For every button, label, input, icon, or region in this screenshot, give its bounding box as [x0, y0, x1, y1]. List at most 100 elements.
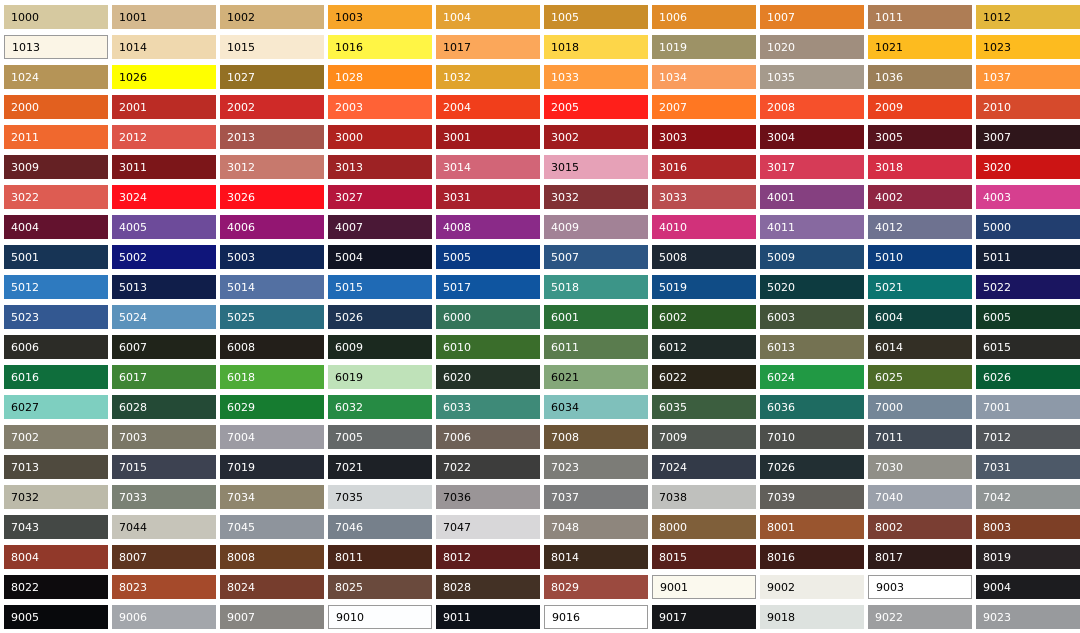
color-swatch-3031[interactable]: 3031: [436, 185, 540, 209]
color-swatch-2000[interactable]: 2000: [4, 95, 108, 119]
color-swatch-1026[interactable]: 1026: [112, 65, 216, 89]
color-swatch-5018[interactable]: 5018: [544, 275, 648, 299]
color-swatch-6000[interactable]: 6000: [436, 305, 540, 329]
color-swatch-8007[interactable]: 8007: [112, 545, 216, 569]
color-swatch-7042[interactable]: 7042: [976, 485, 1080, 509]
color-swatch-3024[interactable]: 3024: [112, 185, 216, 209]
color-swatch-8003[interactable]: 8003: [976, 515, 1080, 539]
color-swatch-6015[interactable]: 6015: [976, 335, 1080, 359]
color-swatch-3016[interactable]: 3016: [652, 155, 756, 179]
color-swatch-4012[interactable]: 4012: [868, 215, 972, 239]
color-swatch-1032[interactable]: 1032: [436, 65, 540, 89]
color-swatch-8019[interactable]: 8019: [976, 545, 1080, 569]
color-swatch-2003[interactable]: 2003: [328, 95, 432, 119]
color-swatch-4004[interactable]: 4004: [4, 215, 108, 239]
color-swatch-6004[interactable]: 6004: [868, 305, 972, 329]
color-swatch-7002[interactable]: 7002: [4, 425, 108, 449]
color-swatch-8023[interactable]: 8023: [112, 575, 216, 599]
color-swatch-7045[interactable]: 7045: [220, 515, 324, 539]
color-swatch-3005[interactable]: 3005: [868, 125, 972, 149]
color-swatch-8029[interactable]: 8029: [544, 575, 648, 599]
color-swatch-1024[interactable]: 1024: [4, 65, 108, 89]
color-swatch-6034[interactable]: 6034: [544, 395, 648, 419]
color-swatch-4007[interactable]: 4007: [328, 215, 432, 239]
color-swatch-5000[interactable]: 5000: [976, 215, 1080, 239]
color-swatch-4009[interactable]: 4009: [544, 215, 648, 239]
color-swatch-5007[interactable]: 5007: [544, 245, 648, 269]
color-swatch-4002[interactable]: 4002: [868, 185, 972, 209]
color-swatch-3004[interactable]: 3004: [760, 125, 864, 149]
color-swatch-2004[interactable]: 2004: [436, 95, 540, 119]
color-swatch-7003[interactable]: 7003: [112, 425, 216, 449]
color-swatch-1011[interactable]: 1011: [868, 5, 972, 29]
color-swatch-6016[interactable]: 6016: [4, 365, 108, 389]
color-swatch-3002[interactable]: 3002: [544, 125, 648, 149]
color-swatch-5012[interactable]: 5012: [4, 275, 108, 299]
color-swatch-8028[interactable]: 8028: [436, 575, 540, 599]
color-swatch-6011[interactable]: 6011: [544, 335, 648, 359]
color-swatch-1007[interactable]: 1007: [760, 5, 864, 29]
color-swatch-8011[interactable]: 8011: [328, 545, 432, 569]
color-swatch-7023[interactable]: 7023: [544, 455, 648, 479]
color-swatch-3018[interactable]: 3018: [868, 155, 972, 179]
color-swatch-6032[interactable]: 6032: [328, 395, 432, 419]
color-swatch-5013[interactable]: 5013: [112, 275, 216, 299]
color-swatch-7047[interactable]: 7047: [436, 515, 540, 539]
color-swatch-1023[interactable]: 1023: [976, 35, 1080, 59]
color-swatch-1016[interactable]: 1016: [328, 35, 432, 59]
color-swatch-3022[interactable]: 3022: [4, 185, 108, 209]
color-swatch-5015[interactable]: 5015: [328, 275, 432, 299]
color-swatch-6024[interactable]: 6024: [760, 365, 864, 389]
color-swatch-6008[interactable]: 6008: [220, 335, 324, 359]
color-swatch-1033[interactable]: 1033: [544, 65, 648, 89]
color-swatch-7031[interactable]: 7031: [976, 455, 1080, 479]
color-swatch-7001[interactable]: 7001: [976, 395, 1080, 419]
color-swatch-8012[interactable]: 8012: [436, 545, 540, 569]
color-swatch-8001[interactable]: 8001: [760, 515, 864, 539]
color-swatch-5021[interactable]: 5021: [868, 275, 972, 299]
color-swatch-5010[interactable]: 5010: [868, 245, 972, 269]
color-swatch-6025[interactable]: 6025: [868, 365, 972, 389]
color-swatch-7000[interactable]: 7000: [868, 395, 972, 419]
color-swatch-3014[interactable]: 3014: [436, 155, 540, 179]
color-swatch-7044[interactable]: 7044: [112, 515, 216, 539]
color-swatch-7006[interactable]: 7006: [436, 425, 540, 449]
color-swatch-3015[interactable]: 3015: [544, 155, 648, 179]
color-swatch-1035[interactable]: 1035: [760, 65, 864, 89]
color-swatch-1028[interactable]: 1028: [328, 65, 432, 89]
color-swatch-2012[interactable]: 2012: [112, 125, 216, 149]
color-swatch-7026[interactable]: 7026: [760, 455, 864, 479]
color-swatch-2001[interactable]: 2001: [112, 95, 216, 119]
color-swatch-2005[interactable]: 2005: [544, 95, 648, 119]
color-swatch-3012[interactable]: 3012: [220, 155, 324, 179]
color-swatch-1012[interactable]: 1012: [976, 5, 1080, 29]
color-swatch-5009[interactable]: 5009: [760, 245, 864, 269]
color-swatch-8016[interactable]: 8016: [760, 545, 864, 569]
color-swatch-3009[interactable]: 3009: [4, 155, 108, 179]
color-swatch-8025[interactable]: 8025: [328, 575, 432, 599]
color-swatch-5003[interactable]: 5003: [220, 245, 324, 269]
color-swatch-7033[interactable]: 7033: [112, 485, 216, 509]
color-swatch-7043[interactable]: 7043: [4, 515, 108, 539]
color-swatch-7048[interactable]: 7048: [544, 515, 648, 539]
color-swatch-5014[interactable]: 5014: [220, 275, 324, 299]
color-swatch-9001[interactable]: 9001: [652, 575, 756, 599]
color-swatch-5023[interactable]: 5023: [4, 305, 108, 329]
color-swatch-4001[interactable]: 4001: [760, 185, 864, 209]
color-swatch-7024[interactable]: 7024: [652, 455, 756, 479]
color-swatch-1027[interactable]: 1027: [220, 65, 324, 89]
color-swatch-5024[interactable]: 5024: [112, 305, 216, 329]
color-swatch-6036[interactable]: 6036: [760, 395, 864, 419]
color-swatch-8022[interactable]: 8022: [4, 575, 108, 599]
color-swatch-8002[interactable]: 8002: [868, 515, 972, 539]
color-swatch-2007[interactable]: 2007: [652, 95, 756, 119]
color-swatch-4006[interactable]: 4006: [220, 215, 324, 239]
color-swatch-3033[interactable]: 3033: [652, 185, 756, 209]
color-swatch-1018[interactable]: 1018: [544, 35, 648, 59]
color-swatch-1001[interactable]: 1001: [112, 5, 216, 29]
color-swatch-6018[interactable]: 6018: [220, 365, 324, 389]
color-swatch-7019[interactable]: 7019: [220, 455, 324, 479]
color-swatch-6017[interactable]: 6017: [112, 365, 216, 389]
color-swatch-8024[interactable]: 8024: [220, 575, 324, 599]
color-swatch-6002[interactable]: 6002: [652, 305, 756, 329]
